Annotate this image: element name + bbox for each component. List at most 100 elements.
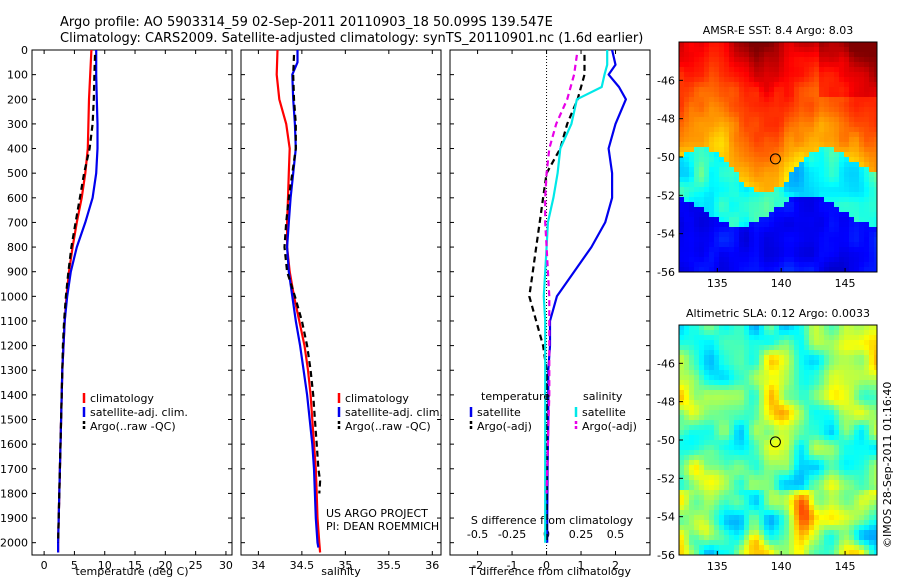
map-cell — [719, 42, 725, 48]
map-cell — [819, 540, 825, 546]
map-cell — [789, 410, 795, 416]
x-tick-label: 34.5 — [290, 559, 315, 572]
map-cell — [839, 217, 845, 223]
map-cell — [839, 87, 845, 93]
map-cell — [774, 500, 780, 506]
map-cell — [769, 227, 775, 233]
map-cell — [724, 410, 730, 416]
map-cell — [804, 127, 810, 133]
map-cell — [844, 112, 850, 118]
map-cell — [814, 380, 820, 386]
map-cell — [874, 350, 878, 356]
map-cell — [794, 480, 800, 486]
map-cell — [819, 182, 825, 188]
map-cell — [714, 147, 720, 153]
map-cell — [699, 425, 705, 431]
map-cell — [849, 197, 855, 203]
map-cell — [819, 247, 825, 253]
map-cell — [869, 177, 875, 183]
map-cell — [829, 435, 835, 441]
map-cell — [769, 510, 775, 516]
map-cell — [749, 515, 755, 521]
map-cell — [874, 420, 878, 426]
map-cell — [754, 72, 760, 78]
map-cell — [744, 490, 750, 496]
map-cell — [834, 247, 840, 253]
map-cell — [769, 430, 775, 436]
map-cell — [709, 390, 715, 396]
map-cell — [714, 485, 720, 491]
map-cell — [754, 340, 760, 346]
map-cell — [794, 450, 800, 456]
map-cell — [724, 187, 730, 193]
map-cell — [854, 122, 860, 128]
map-cell — [859, 535, 865, 541]
map-cell — [819, 485, 825, 491]
map-cell — [709, 380, 715, 386]
map-cell — [824, 97, 830, 103]
map-cell — [719, 350, 725, 356]
map-cell — [864, 540, 870, 546]
map-cell — [739, 405, 745, 411]
y-tick-label: 1200 — [0, 340, 28, 353]
map-cell — [719, 192, 725, 198]
map-cell — [724, 370, 730, 376]
map-cell — [719, 147, 725, 153]
map-cell — [844, 440, 850, 446]
map-cell — [809, 137, 815, 143]
map-cell — [869, 102, 875, 108]
map-cell — [684, 440, 690, 446]
map-cell — [779, 470, 785, 476]
map-cell — [849, 242, 855, 248]
map-cell — [869, 450, 875, 456]
map-cell — [749, 212, 755, 218]
map-cell — [739, 370, 745, 376]
map-cell — [749, 360, 755, 366]
map-cell — [684, 152, 690, 158]
map-cell — [689, 405, 695, 411]
map-cell — [774, 97, 780, 103]
map-cell — [784, 207, 790, 213]
map-cell — [749, 395, 755, 401]
map-cell — [744, 157, 750, 163]
map-cell — [864, 122, 870, 128]
map-cell — [869, 97, 875, 103]
map-cell — [829, 122, 835, 128]
map-cell — [729, 102, 735, 108]
map-cell — [714, 515, 720, 521]
map-cell — [819, 500, 825, 506]
map-cell — [819, 132, 825, 138]
map-cell — [744, 375, 750, 381]
map-cell — [789, 227, 795, 233]
map-cell — [734, 410, 740, 416]
map-cell — [679, 510, 685, 516]
map-cell — [694, 355, 700, 361]
map-cell — [734, 267, 740, 273]
map-cell — [704, 390, 710, 396]
map-cell — [819, 147, 825, 153]
y-tick-label: 1500 — [0, 414, 28, 427]
map-cell — [714, 92, 720, 98]
map-cell — [814, 77, 820, 83]
map-cell — [704, 172, 710, 178]
map-cell — [764, 465, 770, 471]
map-cell — [859, 400, 865, 406]
map-cell — [869, 77, 875, 83]
map-cell — [829, 127, 835, 133]
map-cell — [749, 222, 755, 228]
map-cell — [864, 147, 870, 153]
map-cell — [774, 137, 780, 143]
map-cell — [824, 192, 830, 198]
map-cell — [679, 535, 685, 541]
map-cell — [809, 370, 815, 376]
map-cell — [729, 360, 735, 366]
map-cell — [874, 540, 878, 546]
map-cell — [699, 132, 705, 138]
map-cell — [874, 197, 878, 203]
map-cell — [729, 355, 735, 361]
map-cell — [869, 335, 875, 341]
map-cell — [869, 485, 875, 491]
map-cell — [759, 360, 765, 366]
map-cell — [694, 330, 700, 336]
map-cell — [864, 57, 870, 63]
